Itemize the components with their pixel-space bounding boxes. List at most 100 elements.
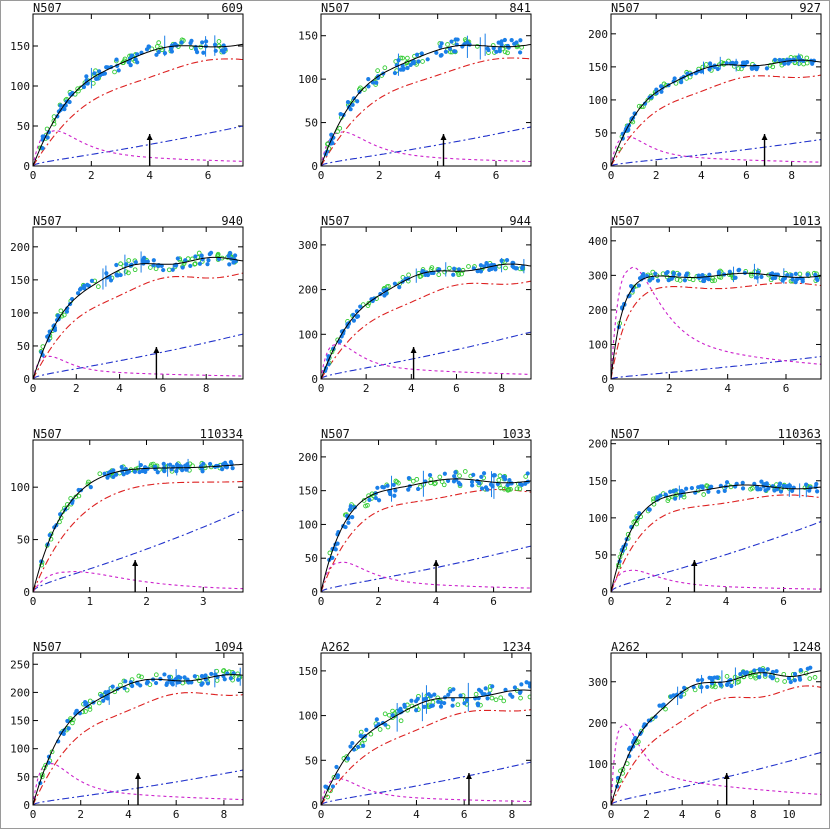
observed-point-blue: [663, 492, 668, 497]
observed-point-blue: [85, 282, 90, 287]
x-tick-label: 8: [509, 808, 516, 821]
observed-point-green: [386, 284, 391, 289]
panel-1094: N507 1094 0 2 4 6 8 0 50 100 150 200 250: [10, 640, 244, 821]
observed-point-blue: [635, 515, 640, 520]
halo-curve: [611, 355, 821, 379]
observed-point-blue: [805, 272, 810, 277]
y-tick-label: 0: [23, 586, 30, 599]
observed-point-blue: [480, 691, 485, 697]
y-tick-label: 0: [601, 586, 608, 599]
observed-point-blue: [456, 267, 462, 272]
observed-point-blue: [650, 276, 655, 281]
observed-point-blue: [40, 146, 45, 151]
panel-frame: [32, 13, 244, 167]
observed-point-green: [677, 278, 683, 283]
model-total-curve: [321, 44, 531, 166]
observed-point-blue: [55, 313, 61, 318]
observed-point-blue: [438, 700, 444, 705]
observed-point-blue: [442, 471, 447, 476]
observed-point-blue: [175, 256, 180, 261]
observed-point-green: [406, 272, 411, 278]
observed-point-blue: [130, 683, 135, 689]
observed-point-green: [118, 682, 123, 688]
observed-point-green: [466, 264, 471, 269]
observed-point-green: [375, 68, 380, 73]
observed-point-green: [362, 737, 367, 743]
observed-point-blue: [416, 486, 421, 492]
observed-point-green: [701, 492, 707, 497]
observed-point-blue: [736, 268, 741, 273]
panel-galaxy-id: 1094: [214, 640, 243, 654]
panel-plot-area: [33, 35, 243, 166]
observed-point-blue: [335, 773, 341, 778]
observed-point-blue: [443, 49, 449, 54]
observed-point-blue: [668, 694, 674, 699]
observed-point-blue: [197, 261, 203, 266]
observed-point-blue: [199, 674, 205, 679]
y-tick-label: 50: [305, 117, 318, 130]
observed-point-green: [377, 727, 383, 732]
model-total-curve: [321, 689, 531, 805]
y-tick-label: 150: [588, 61, 608, 74]
observed-point-green: [400, 55, 405, 61]
y-tick-label: 150: [298, 485, 318, 498]
observed-point-blue: [451, 272, 456, 277]
observed-point-blue: [398, 706, 403, 711]
observed-point-blue: [450, 697, 456, 702]
y-tick-label: 0: [601, 373, 608, 386]
observed-point-blue: [475, 703, 481, 708]
observed-point-blue: [111, 474, 116, 480]
halo-curve: [321, 331, 531, 379]
halo-curve: [33, 509, 243, 592]
observed-point-blue: [205, 681, 211, 686]
x-tick-label: 4: [116, 382, 123, 395]
radius-arrow-head: [153, 347, 160, 353]
observed-point-blue: [448, 689, 453, 694]
bulge-curve: [321, 561, 531, 592]
panel-cluster-label: N507: [611, 427, 640, 441]
observed-point-green: [325, 794, 331, 800]
model-total-curve: [33, 463, 243, 592]
x-tick-label: 0: [318, 595, 325, 608]
observed-point-blue: [125, 470, 130, 475]
observed-point-blue: [659, 703, 664, 708]
observed-point-blue: [162, 469, 167, 474]
x-tick-label: 4: [434, 169, 441, 182]
observed-point-green: [149, 462, 154, 467]
observed-point-green: [365, 502, 370, 508]
panel-110363: N507 110363 0 2 4 6 0 50 100 150 200: [588, 427, 822, 608]
x-tick-label: 4: [679, 808, 686, 821]
observed-point-blue: [226, 253, 231, 258]
observed-point-blue: [161, 461, 166, 466]
bulge-curve: [33, 763, 243, 805]
bulge-curve: [611, 569, 821, 592]
observed-point-blue: [733, 275, 738, 280]
observed-point-blue: [216, 257, 222, 262]
observed-point-blue: [118, 272, 123, 278]
observed-point-green: [445, 42, 450, 47]
observed-point-blue: [58, 103, 63, 108]
observed-point-blue: [383, 288, 389, 293]
x-tick-label: 6: [490, 595, 497, 608]
y-tick-label: 0: [23, 373, 30, 386]
observed-point-blue: [323, 784, 328, 789]
observed-point-blue: [108, 278, 114, 283]
bulge-curve: [33, 571, 243, 592]
observed-point-blue: [337, 339, 343, 344]
panel-galaxy-id: 944: [509, 214, 531, 228]
observed-point-green: [112, 69, 117, 75]
observed-point-blue: [66, 726, 71, 731]
observed-point-blue: [180, 468, 185, 473]
observed-point-blue: [207, 252, 212, 257]
observed-point-green: [736, 679, 742, 685]
observed-point-blue: [438, 704, 444, 709]
observed-point-blue: [519, 682, 524, 687]
disk-curve: [611, 74, 821, 166]
observed-point-green: [639, 104, 644, 109]
halo-curve: [321, 126, 531, 166]
observed-point-blue: [790, 488, 795, 494]
observed-point-blue: [405, 65, 410, 71]
observed-point-blue: [655, 278, 661, 283]
y-tick-label: 200: [588, 304, 608, 317]
